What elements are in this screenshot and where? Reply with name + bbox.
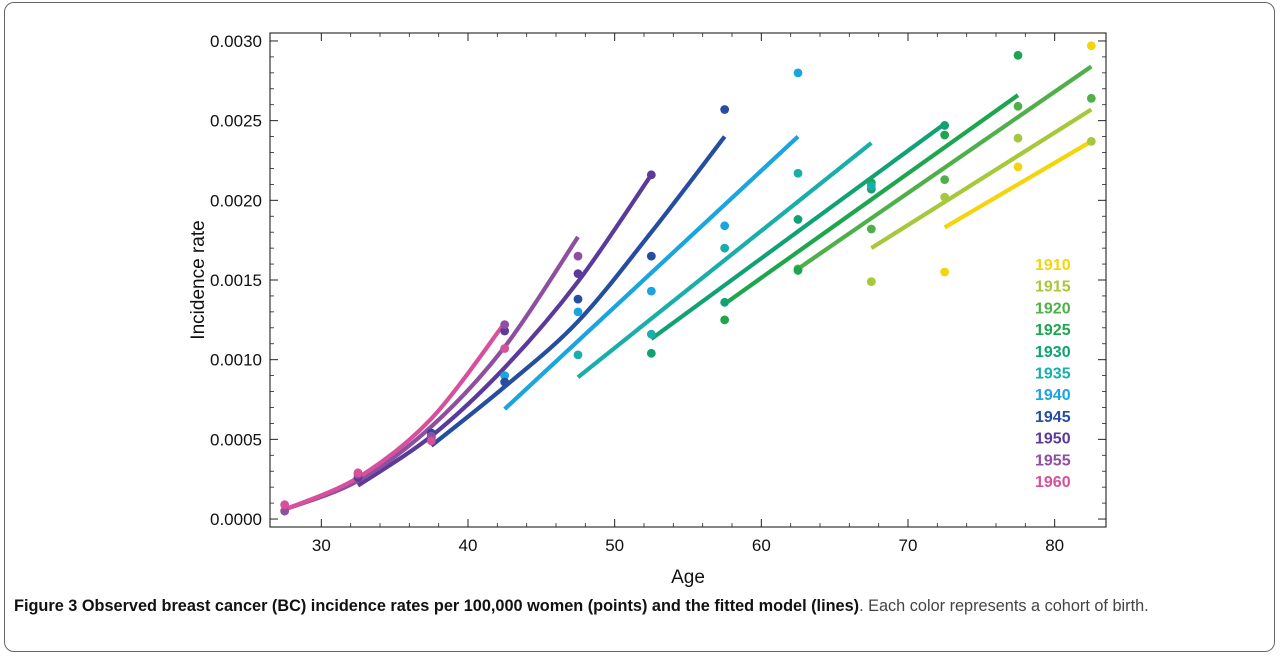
fit-line-1950 (356, 173, 654, 488)
y-tick-label: 0.0030 (210, 32, 262, 51)
fit-line-1920 (796, 64, 1093, 271)
y-tick-label: 0.0000 (210, 510, 262, 529)
point-1920 (866, 224, 876, 234)
point-1915 (866, 277, 876, 286)
point-1920 (940, 175, 950, 185)
fit-line-1940 (503, 135, 800, 411)
point-1940 (646, 286, 656, 296)
x-tick-label: 70 (899, 536, 918, 555)
point-1945 (500, 377, 510, 387)
fit-line-1925 (723, 93, 1020, 306)
legend-entry-1915: 1915 (1035, 279, 1071, 296)
legend-entry-1950: 1950 (1035, 431, 1071, 448)
point-1935 (646, 329, 656, 339)
point-1930 (646, 348, 656, 358)
y-axis-title: Incidence rate (188, 220, 209, 339)
x-tick-label: 30 (312, 536, 331, 555)
fit-line-1960 (283, 321, 507, 512)
y-tick-label: 0.0015 (210, 271, 262, 290)
legend-entry-1935: 1935 (1035, 366, 1071, 383)
point-1950 (646, 170, 656, 180)
y-tick-label: 0.0020 (210, 191, 262, 210)
figure-frame (4, 2, 1275, 652)
point-1945 (573, 294, 583, 304)
point-1925 (940, 130, 950, 140)
point-1940 (573, 307, 583, 317)
point-1915 (1086, 136, 1096, 146)
point-1960 (426, 436, 436, 446)
x-axis-title: Age (671, 567, 705, 588)
fit-line-1955 (283, 235, 580, 512)
legend-entry-1930: 1930 (1035, 344, 1071, 361)
point-1955 (500, 320, 510, 330)
incidence-chart: 30 40 50 60 70 80 0.0000 0.0005 0.0010 0.0015 0.00… (188, 32, 1107, 588)
point-1955 (280, 506, 290, 516)
point-1940 (500, 371, 510, 381)
x-tick-label: 50 (605, 536, 624, 555)
y-tick-label: 0.0010 (210, 351, 262, 370)
point-1930 (720, 297, 730, 307)
point-1925 (1013, 50, 1023, 60)
legend-entry-1955: 1955 (1035, 452, 1071, 469)
caption-title: Observed breast cancer (BC) incidence ra… (81, 597, 860, 615)
point-1950 (500, 326, 510, 336)
point-1915 (940, 192, 950, 202)
point-1950 (573, 269, 583, 279)
point-1915 (1013, 133, 1023, 143)
fit-line-1930 (650, 122, 946, 341)
point-1930 (793, 215, 803, 224)
point-1910 (940, 267, 950, 277)
point-1935 (573, 350, 583, 360)
point-1910 (1013, 162, 1023, 172)
y-tick-label: 0.0005 (210, 430, 262, 449)
x-tick-label: 40 (459, 536, 478, 555)
point-1925 (793, 266, 803, 275)
legend-entry-1925: 1925 (1035, 322, 1071, 339)
point-1935 (866, 181, 876, 191)
caption-text: . Each color represents a cohort of birt… (859, 597, 1149, 615)
x-tick-label: 80 (1045, 536, 1064, 555)
caption-label: Figure 3 (14, 597, 78, 615)
fit-line-1910 (943, 139, 1093, 230)
legend-entry-1920: 1920 (1035, 300, 1071, 317)
y-tick-label: 0.0025 (210, 112, 262, 131)
legend-entry-1945: 1945 (1035, 409, 1071, 426)
point-1920 (1013, 101, 1023, 111)
legend-entry-1940: 1940 (1035, 387, 1071, 404)
fit-line-1935 (576, 141, 873, 379)
point-1920 (1086, 93, 1096, 103)
point-1930 (940, 121, 950, 130)
point-1925 (720, 315, 730, 325)
point-1955 (573, 251, 583, 261)
point-1960 (500, 344, 510, 353)
point-1940 (793, 68, 803, 78)
point-1910 (1086, 41, 1096, 51)
point-1945 (720, 105, 730, 114)
point-1960 (353, 468, 363, 478)
legend-entry-1960: 1960 (1035, 474, 1071, 491)
point-1935 (793, 168, 803, 178)
x-tick-label: 60 (752, 536, 771, 555)
fit-line-1945 (430, 135, 727, 448)
legend-entry-1910: 1910 (1035, 257, 1071, 274)
point-1945 (646, 251, 656, 261)
point-1940 (720, 221, 730, 231)
figure-caption: Figure 3 Observed breast cancer (BC) inc… (14, 595, 1276, 617)
point-1960 (280, 500, 290, 510)
fit-line-1915 (870, 107, 1093, 250)
point-1935 (720, 243, 730, 253)
